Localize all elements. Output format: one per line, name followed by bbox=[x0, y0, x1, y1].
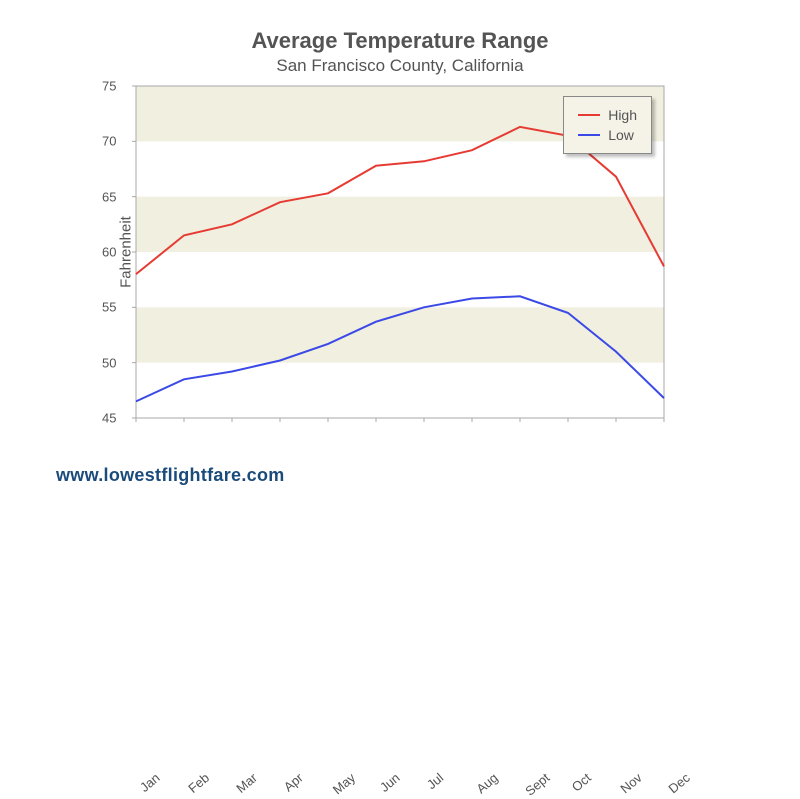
x-tick-label: Jan bbox=[137, 770, 163, 795]
footer-url: www.lowestflightfare.com bbox=[56, 465, 285, 486]
legend-label-low: Low bbox=[608, 127, 634, 143]
y-tick-label: 65 bbox=[102, 189, 116, 204]
y-tick-label: 75 bbox=[102, 79, 116, 94]
x-tick-label: May bbox=[330, 770, 358, 797]
legend: High Low bbox=[563, 96, 652, 154]
x-tick-label: Jun bbox=[377, 770, 403, 795]
legend-row-low: Low bbox=[578, 125, 637, 145]
x-tick-label: Jul bbox=[424, 770, 446, 792]
temperature-chart: Average Temperature Range San Francisco … bbox=[130, 28, 670, 422]
legend-row-high: High bbox=[578, 105, 637, 125]
y-tick-label: 70 bbox=[102, 134, 116, 149]
y-tick-label: 45 bbox=[102, 411, 116, 426]
y-tick-label: 50 bbox=[102, 355, 116, 370]
legend-swatch-low bbox=[578, 134, 600, 136]
y-tick-label: 60 bbox=[102, 245, 116, 260]
legend-swatch-high bbox=[578, 114, 600, 116]
y-tick-label: 55 bbox=[102, 300, 116, 315]
legend-label-high: High bbox=[608, 107, 637, 123]
x-tick-label: Sept bbox=[522, 770, 552, 799]
x-tick-label: Feb bbox=[185, 770, 212, 796]
x-tick-label: Oct bbox=[569, 770, 594, 794]
plot-area: Fahrenheit 45505560657075 JanFebMarAprMa… bbox=[130, 82, 670, 422]
x-tick-label: Apr bbox=[281, 770, 306, 794]
x-tick-label: Mar bbox=[233, 770, 260, 796]
x-tick-label: Dec bbox=[665, 770, 692, 796]
x-tick-label: Nov bbox=[617, 770, 644, 796]
chart-subtitle: San Francisco County, California bbox=[130, 56, 670, 76]
chart-title: Average Temperature Range bbox=[130, 28, 670, 54]
x-tick-label: Aug bbox=[473, 770, 500, 796]
